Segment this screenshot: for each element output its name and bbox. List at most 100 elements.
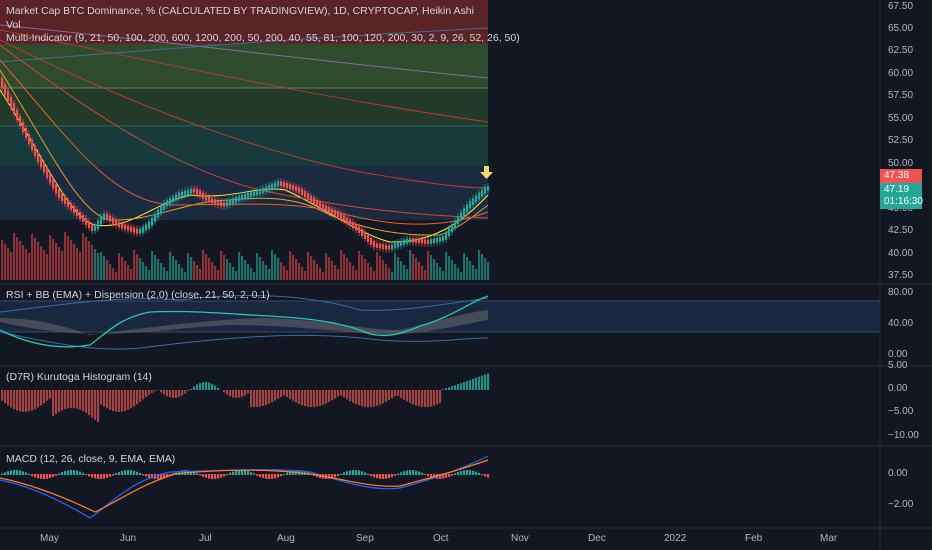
macd-hist-bar — [409, 470, 412, 475]
candle — [475, 195, 478, 203]
rsi-lines — [0, 295, 489, 350]
kurutoga-bar — [112, 390, 115, 412]
volume-bar — [7, 248, 10, 280]
kurutoga-bar — [115, 390, 118, 412]
volume-bar — [472, 265, 475, 280]
candle — [16, 109, 19, 120]
macd-hist-bar — [253, 473, 256, 475]
macd-hist-bar — [397, 473, 400, 475]
macd-hist-bar — [19, 470, 22, 475]
macd-hist-bar — [415, 470, 418, 475]
macd-hist-bar — [241, 470, 244, 475]
kurutoga-bar — [481, 375, 484, 390]
kurutoga-bar — [373, 390, 376, 407]
macd-hist-bar — [268, 474, 271, 479]
macd-hist-bar — [265, 474, 268, 479]
kurutoga-bar — [208, 382, 211, 390]
macd-hist-bar — [454, 473, 457, 475]
candle — [58, 189, 61, 198]
macd-hist-bar — [208, 474, 211, 479]
kurutoga-bar — [442, 389, 445, 390]
candle — [187, 189, 190, 195]
kurutoga-bar — [175, 390, 178, 398]
volume-bar — [427, 251, 430, 280]
macd-hist-bar — [427, 474, 430, 477]
candle — [49, 173, 52, 183]
candle — [67, 200, 70, 207]
macd-hist-bar — [58, 473, 61, 475]
volume-bar — [121, 257, 124, 280]
kurutoga-bar — [241, 390, 244, 397]
ema-200-line — [0, 39, 489, 189]
price-tick: 55.00 — [888, 113, 914, 124]
candle — [151, 217, 154, 226]
kurutoga-bar — [16, 390, 19, 411]
kurutoga-bar — [340, 390, 343, 396]
time-tick: Jun — [120, 533, 137, 544]
candle — [391, 244, 394, 250]
kurutoga-bar — [388, 390, 391, 401]
candle — [424, 239, 427, 244]
candle — [388, 245, 391, 250]
macd-hist-bar — [115, 473, 118, 475]
ema-600-line — [0, 29, 489, 123]
kurutoga-bar — [313, 390, 316, 407]
volume-bar — [268, 269, 271, 280]
candle — [439, 236, 442, 242]
kurutoga-bar — [127, 390, 130, 410]
volume-bar — [256, 253, 259, 280]
macd-hist-bar — [4, 472, 7, 475]
volume-bar — [436, 263, 439, 280]
candle — [238, 195, 241, 201]
kurutoga-histogram — [1, 373, 490, 423]
volume-bar — [445, 252, 448, 280]
macd-hist-bar — [229, 472, 232, 475]
kurutoga-bar — [280, 390, 283, 397]
rsi-bb-upper — [0, 295, 489, 313]
time-tick: Nov — [511, 533, 529, 544]
candle — [22, 122, 25, 132]
volume-bar — [406, 269, 409, 280]
macd-hist-bar — [400, 472, 403, 475]
kurutoga-bar — [403, 390, 406, 400]
candle — [100, 216, 103, 225]
kurutoga-bar — [97, 390, 100, 423]
candle — [184, 190, 187, 196]
volume-bar — [4, 244, 7, 280]
kurutoga-bar — [427, 390, 430, 407]
candle — [43, 163, 46, 173]
kurutoga-bar — [226, 390, 229, 395]
volume-bar — [124, 261, 127, 280]
volume-bar — [385, 264, 388, 280]
volume-bar — [79, 252, 82, 280]
volume-bar — [313, 260, 316, 280]
macd-hist-bar — [271, 474, 274, 479]
candle — [367, 235, 370, 242]
volume-bar — [286, 270, 289, 280]
volume-bar — [391, 272, 394, 280]
macd-hist-bar — [361, 471, 364, 475]
volume-bar — [289, 251, 292, 280]
volume-bar — [448, 256, 451, 280]
candle — [208, 196, 211, 203]
kurutoga-bar — [37, 390, 40, 408]
volume-bar — [25, 249, 28, 280]
kurutoga-bar — [121, 390, 124, 412]
kurutoga-bar — [160, 390, 163, 393]
kurutoga-bar — [310, 390, 313, 407]
volume-bar — [64, 232, 67, 280]
volume-bar — [304, 271, 307, 280]
kurutoga-bar — [118, 390, 121, 412]
macd-hist-bar — [223, 474, 226, 477]
candle — [52, 179, 55, 189]
kurutoga-bar — [139, 390, 142, 402]
candle — [310, 195, 313, 202]
kurutoga-bar — [322, 390, 325, 405]
macd-hist-bar — [328, 474, 331, 479]
kurutoga-bar — [190, 388, 193, 390]
volume-bar — [100, 252, 103, 280]
kurutoga-bar — [67, 390, 70, 409]
candle — [79, 212, 82, 219]
candle — [202, 192, 205, 199]
